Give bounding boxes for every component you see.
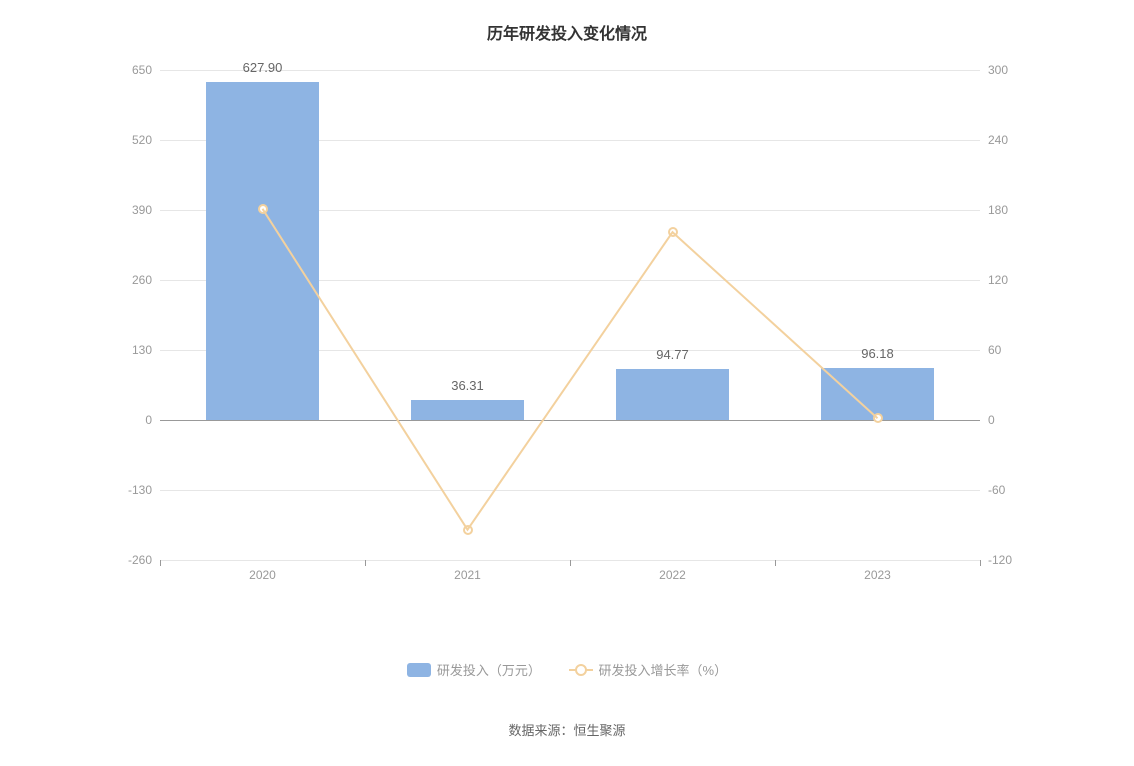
gridline: [160, 70, 980, 71]
y-right-tick-label: 180: [988, 203, 1008, 217]
y-left-tick-label: 390: [132, 203, 152, 217]
line-marker: [668, 227, 678, 237]
line-marker: [463, 525, 473, 535]
bar: [616, 369, 729, 420]
legend-bar-icon: [407, 663, 431, 677]
bar: [821, 368, 934, 420]
legend-bar-label: 研发投入（万元）: [437, 660, 541, 679]
y-right-tick-label: 120: [988, 273, 1008, 287]
y-left-tick-label: 0: [145, 413, 152, 427]
y-right-tick-label: 300: [988, 63, 1008, 77]
x-axis: 2020 2021 2022 2023: [160, 560, 980, 590]
y-left-tick-label: 260: [132, 273, 152, 287]
y-right-tick-label: -120: [988, 553, 1012, 567]
bar-value-label: 96.18: [861, 346, 894, 361]
y-left-tick-label: -260: [128, 553, 152, 567]
legend-line-item: 研发投入增长率（%）: [569, 660, 728, 679]
gridline: [160, 490, 980, 491]
x-tick-label: 2023: [864, 568, 891, 582]
y-right-tick-label: 60: [988, 343, 1001, 357]
data-source: 数据来源：恒生聚源: [0, 720, 1134, 739]
line-marker: [873, 413, 883, 423]
bar-value-label: 94.77: [656, 347, 689, 362]
legend-bar-item: 研发投入（万元）: [407, 660, 541, 679]
x-tick-mark: [980, 560, 981, 566]
x-tick-mark: [160, 560, 161, 566]
x-tick-label: 2021: [454, 568, 481, 582]
y-right-tick-label: 0: [988, 413, 995, 427]
zero-line: [160, 420, 980, 421]
chart-title: 历年研发投入变化情况: [0, 0, 1134, 64]
x-tick-label: 2020: [249, 568, 276, 582]
x-tick-mark: [365, 560, 366, 566]
y-right-tick-label: 240: [988, 133, 1008, 147]
bar: [206, 82, 319, 420]
legend-line-icon: [569, 663, 593, 677]
y-left-tick-label: 130: [132, 343, 152, 357]
bar: [411, 400, 524, 420]
bar-value-label: 36.31: [451, 378, 484, 393]
line-marker: [258, 204, 268, 214]
x-tick-label: 2022: [659, 568, 686, 582]
legend: 研发投入（万元） 研发投入增长率（%）: [0, 660, 1134, 680]
y-right-tick-label: -60: [988, 483, 1005, 497]
x-tick-mark: [570, 560, 571, 566]
x-tick-mark: [775, 560, 776, 566]
y-left-tick-label: -130: [128, 483, 152, 497]
legend-line-label: 研发投入增长率（%）: [599, 660, 728, 679]
y-axis-left: -260-1300130260390520650: [120, 70, 160, 560]
y-axis-right: -120-60060120180240300: [980, 70, 1030, 560]
y-left-tick-label: 650: [132, 63, 152, 77]
bar-value-label: 627.90: [243, 60, 283, 75]
y-left-tick-label: 520: [132, 133, 152, 147]
chart-plot-area: 627.9036.3194.7796.18: [160, 70, 980, 560]
